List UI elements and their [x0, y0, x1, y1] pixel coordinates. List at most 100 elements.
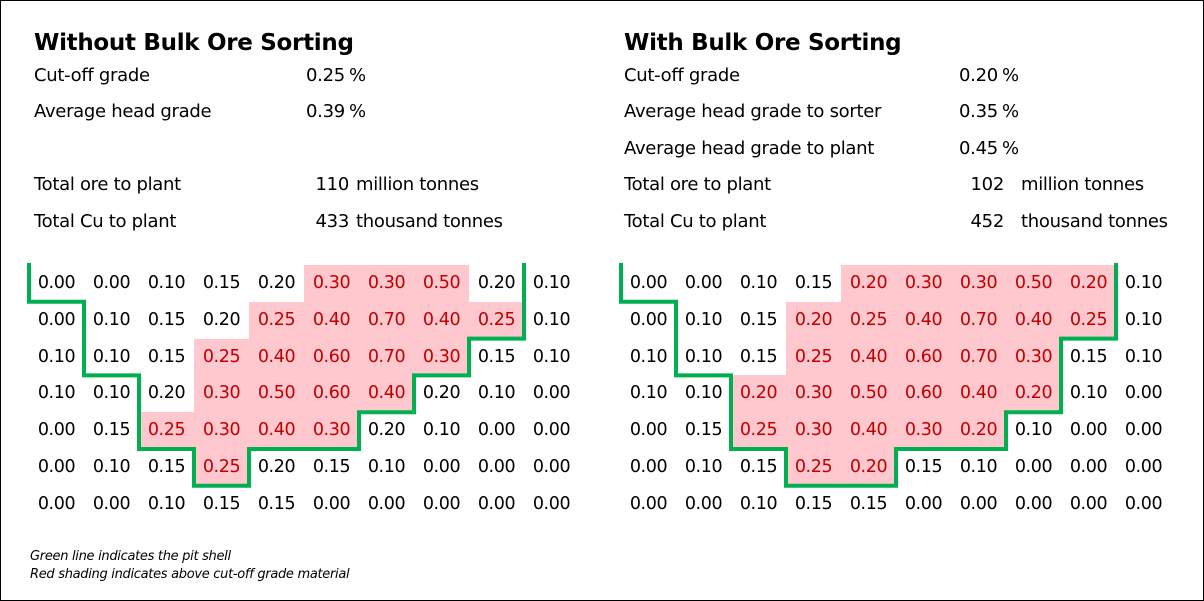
grid-cell: 0.25 [841, 301, 896, 339]
param-unit: % [1002, 137, 1019, 159]
grid-cell: 0.00 [684, 273, 723, 293]
grid-cell: 0.30 [1006, 338, 1061, 376]
grid-cell: 0.25 [1061, 301, 1116, 339]
grid-cell: 0.15 [739, 457, 778, 477]
grid-cell: 0.10 [147, 493, 186, 514]
grid-cell: 0.60 [304, 375, 359, 413]
grid-cell: 0.50 [249, 375, 304, 413]
grid-cell: 0.60 [304, 338, 359, 376]
grid-cell: 0.10 [147, 273, 186, 293]
grid-cell: 0.70 [951, 301, 1006, 339]
grid-cell: 0.00 [367, 493, 406, 514]
grid-cell: 0.10 [92, 346, 131, 367]
grid-cell: 0.50 [1006, 265, 1061, 302]
grid-cell: 0.20 [731, 375, 786, 413]
param-value: 0.25 [306, 65, 345, 86]
param-label: Average head grade to plant [624, 137, 874, 159]
grid-cell: 0.00 [312, 493, 351, 514]
grid-cell: 0.30 [194, 412, 249, 450]
grid-cell: 0.00 [532, 457, 571, 477]
grid-cell: 0.10 [684, 346, 723, 367]
grid-cell: 0.25 [139, 412, 194, 450]
total-unit: million tonnes [1021, 174, 1144, 196]
panel-title: With Bulk Ore Sorting [624, 30, 902, 56]
total-value: 433 [315, 210, 350, 232]
grid-cell: 0.40 [249, 338, 304, 376]
grid-cell: 0.00 [684, 493, 723, 514]
total-label: Total ore to plant [34, 174, 181, 196]
grid-cell: 0.20 [147, 383, 186, 404]
grid-cell: 0.20 [257, 273, 296, 293]
grid-cell: 0.60 [896, 375, 951, 413]
total-label: Total Cu to plant [624, 210, 767, 232]
grid-cell: 0.10 [959, 457, 998, 477]
total-unit: million tonnes [356, 174, 479, 196]
total-label: Total ore to plant [624, 174, 771, 196]
grid-cell: 0.10 [422, 420, 461, 441]
grid-cell: 0.15 [257, 493, 296, 514]
grid-cell: 0.10 [684, 383, 723, 404]
total-value: 110 [315, 174, 350, 196]
param-label: Average head grade to sorter [624, 101, 882, 123]
grid-cell: 0.70 [359, 338, 414, 376]
grid-cell: 0.00 [1124, 420, 1163, 441]
grid-cell: 0.20 [841, 265, 896, 302]
grid-cell: 0.15 [794, 273, 833, 293]
grid-cell: 0.30 [786, 412, 841, 450]
total-value: 102 [970, 174, 1005, 196]
grid-cell: 0.10 [1124, 346, 1163, 367]
grid-cell: 0.40 [359, 375, 414, 413]
grid-cell: 0.15 [92, 420, 131, 441]
grid-cell: 0.25 [469, 301, 524, 339]
grid-cell: 0.20 [477, 273, 516, 293]
grid-cell: 0.30 [896, 265, 951, 302]
grid-cell: 0.40 [841, 338, 896, 376]
grid-cell: 0.50 [841, 375, 896, 413]
grid-cell: 0.00 [37, 273, 76, 293]
grid-cell: 0.00 [422, 493, 461, 514]
grid-cell: 0.15 [147, 346, 186, 367]
grid-cell: 0.10 [1124, 309, 1163, 330]
grid-cell: 0.00 [629, 493, 668, 514]
grid-cell: 0.10 [532, 273, 571, 293]
grid-cell: 0.15 [147, 309, 186, 330]
grid-cell: 0.10 [532, 346, 571, 367]
grid-cell: 0.40 [414, 301, 469, 339]
param-label: Average head grade [34, 101, 212, 123]
grid-cell: 0.00 [532, 493, 571, 514]
grid-cell: 0.15 [202, 493, 241, 514]
grid-cell: 0.40 [249, 412, 304, 450]
grid-cell: 0.70 [951, 338, 1006, 376]
note: Green line indicates the pit shell [30, 549, 231, 564]
grid-cell: 0.25 [786, 449, 841, 486]
grid-cell: 0.00 [532, 420, 571, 441]
grid-cell: 0.00 [477, 493, 516, 514]
grid-cell: 0.15 [1069, 346, 1108, 367]
grid-cell: 0.00 [477, 457, 516, 477]
grid-cell: 0.10 [367, 457, 406, 477]
grid-cell: 0.00 [1069, 493, 1108, 514]
grid-cell: 0.15 [739, 309, 778, 330]
grid-cell: 0.10 [477, 383, 516, 404]
grid-cell: 0.10 [92, 383, 131, 404]
pit-shell [619, 263, 1118, 488]
grid-cell: 0.40 [304, 301, 359, 339]
grid-cell: 0.30 [304, 265, 359, 302]
grid-cell: 0.00 [37, 309, 76, 330]
grid-cell: 0.20 [367, 420, 406, 441]
grid-cell: 0.15 [147, 457, 186, 477]
param-label: Cut-off grade [624, 65, 740, 86]
grid-cell: 0.15 [849, 493, 888, 514]
total-unit: thousand tonnes [356, 210, 503, 232]
grid-cell: 0.00 [37, 457, 76, 477]
grid-cell: 0.15 [684, 420, 723, 441]
total-label: Total Cu to plant [34, 210, 177, 232]
param-value: 0.35 [959, 101, 998, 123]
grid-cell: 0.30 [304, 412, 359, 450]
grid-cell: 0.25 [194, 338, 249, 376]
grid-cell: 0.20 [422, 383, 461, 404]
param-unit: % [349, 101, 366, 123]
grid-cell: 0.20 [841, 449, 896, 486]
grid-cell: 0.00 [1124, 493, 1163, 514]
